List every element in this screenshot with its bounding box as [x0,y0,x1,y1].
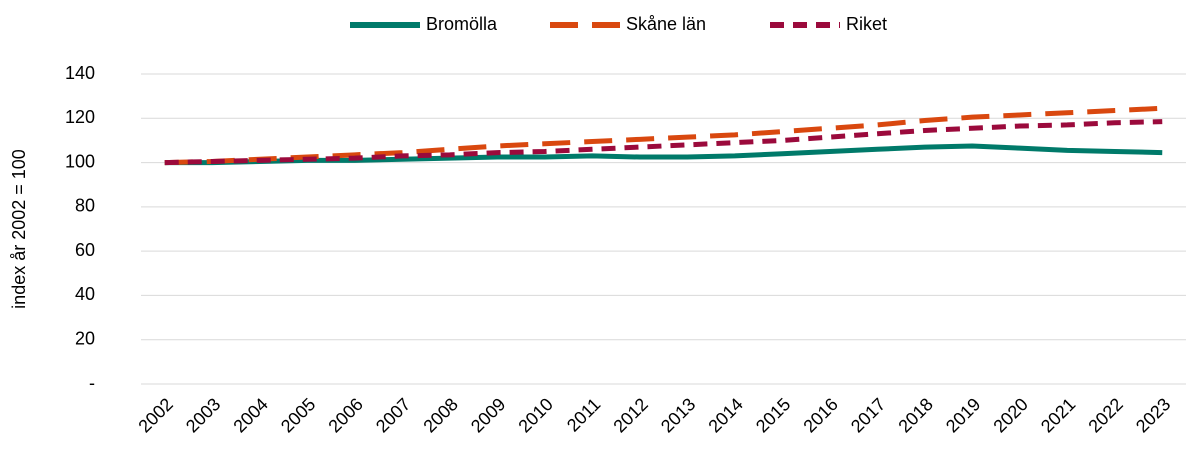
x-tick-label: 2022 [1084,394,1126,436]
y-tick-label: 40 [75,284,95,304]
legend-label: Bromölla [426,14,498,34]
x-tick-label: 2018 [894,394,936,436]
x-tick-label: 2003 [182,394,224,436]
x-tick-label: 2011 [563,394,605,436]
legend-label: Skåne län [626,14,706,34]
x-tick-label: 2010 [514,394,556,436]
y-tick-label: 100 [65,151,95,171]
x-tick-label: 2006 [324,394,366,436]
x-tick-label: 2019 [942,394,984,436]
x-tick-label: 2023 [1132,394,1174,436]
y-tick-label: 60 [75,240,95,260]
x-tick-label: 2021 [1037,394,1079,436]
x-tick-label: 2013 [657,394,699,436]
y-tick-label: 140 [65,63,95,83]
y-tick-label: 20 [75,328,95,348]
x-tick-label: 2016 [799,394,841,436]
y-tick-label: 80 [75,196,95,216]
x-tick-label: 2015 [752,394,794,436]
x-tick-label: 2017 [847,394,889,436]
line-series [164,105,1163,166]
x-tick-label: 2009 [467,394,509,436]
legend-label: Riket [846,14,887,34]
x-tick-label: 2004 [229,394,271,436]
x-tick-label: 2002 [134,394,176,436]
y-axis-label: index år 2002 = 100 [9,149,29,309]
x-tick-label: 2008 [419,394,461,436]
line-series [164,119,1163,166]
x-tick-label: 2020 [989,394,1031,436]
y-tick-label: - [89,373,95,393]
x-tick-label: 2014 [704,394,746,436]
x-tick-label: 2005 [277,394,319,436]
x-tick-label: 2007 [372,394,414,436]
x-tick-label: 2012 [609,394,651,436]
y-tick-label: 120 [65,107,95,127]
